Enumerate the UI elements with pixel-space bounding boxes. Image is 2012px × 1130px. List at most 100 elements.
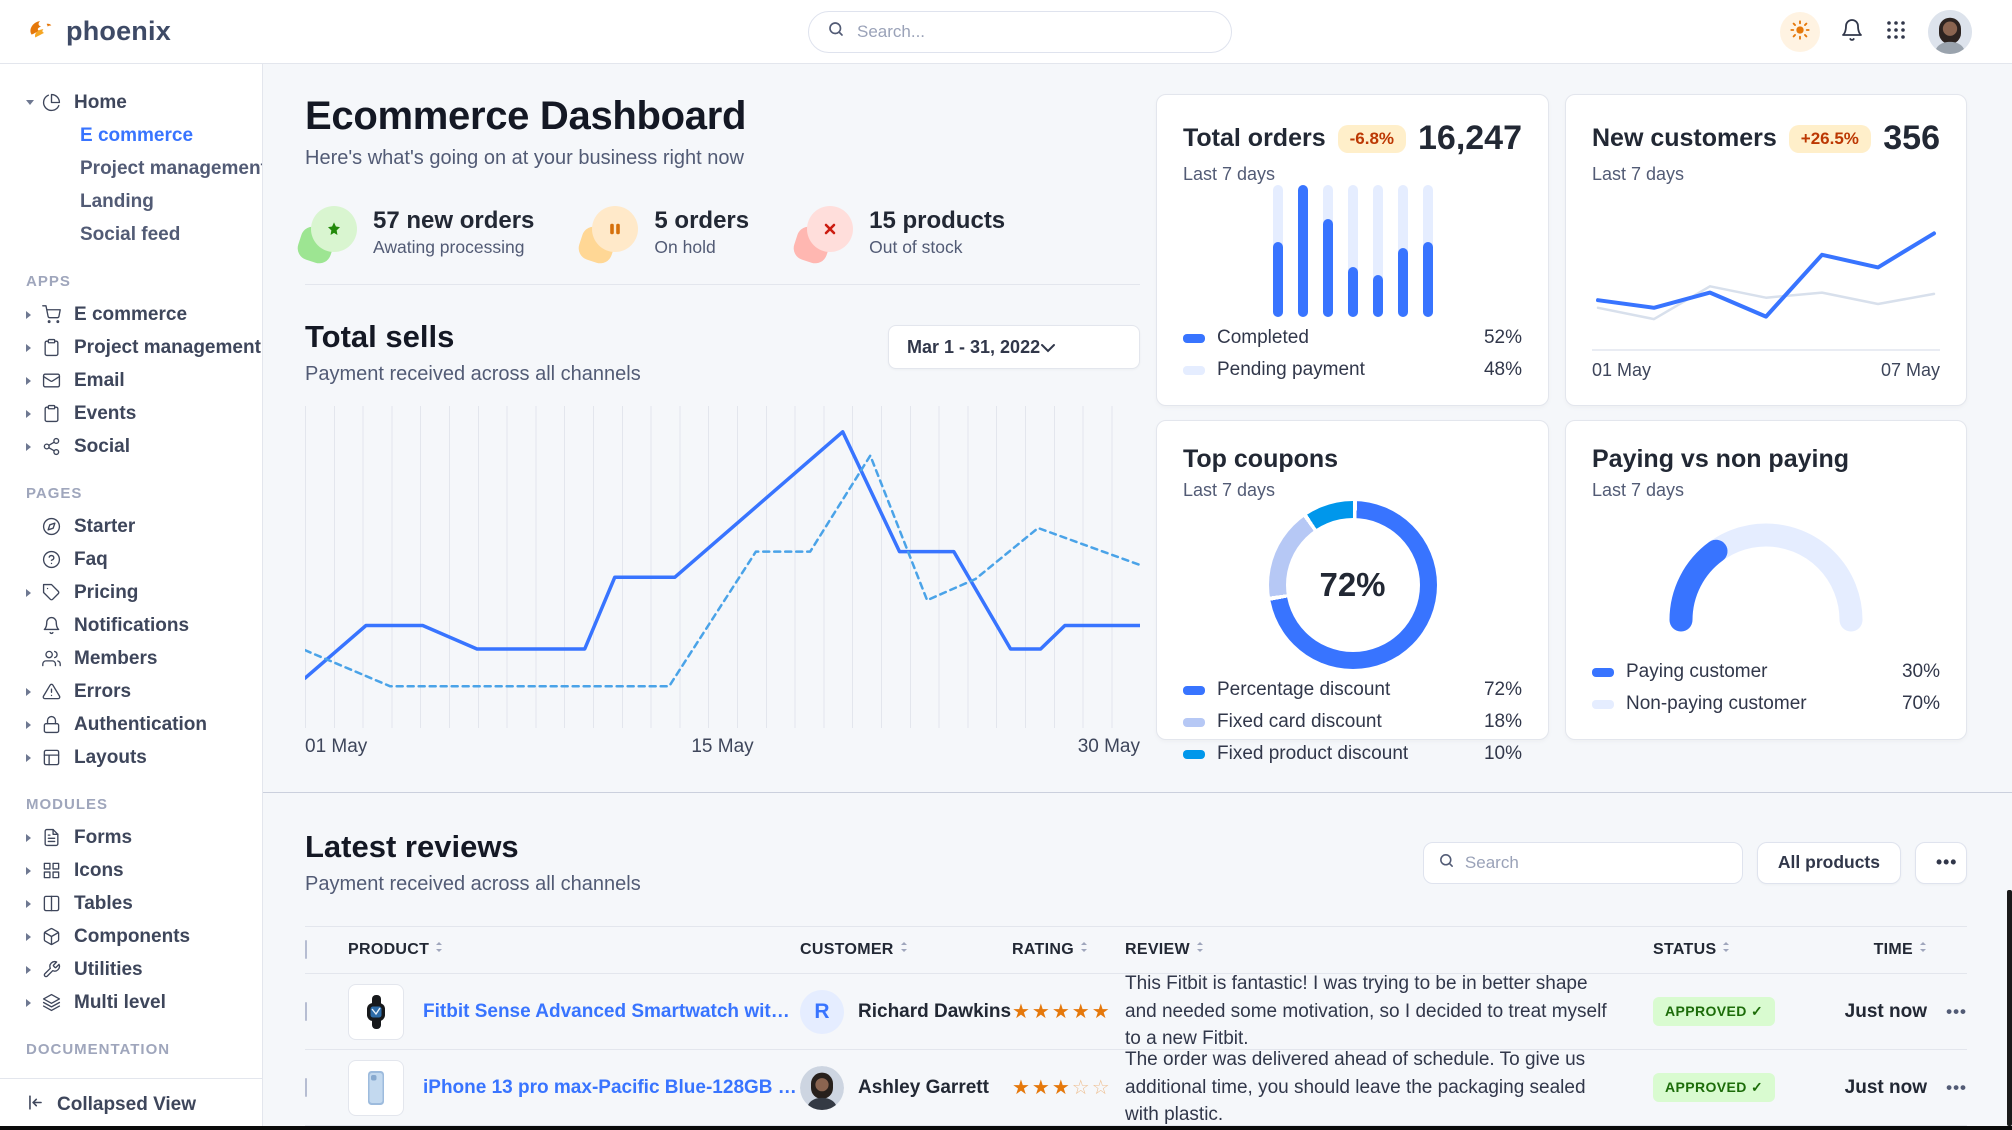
sidebar-item-label: Layouts bbox=[74, 746, 147, 768]
warning-icon bbox=[42, 682, 61, 701]
sidebar-subitem-social-feed[interactable]: Social feed bbox=[0, 218, 262, 251]
card-title: Paying vs non paying bbox=[1592, 445, 1849, 473]
legend-item: Fixed card discount 18% bbox=[1183, 711, 1522, 733]
sidebar-subitem-e-commerce[interactable]: E commerce bbox=[0, 119, 262, 152]
sidebar-subitem-landing[interactable]: Landing bbox=[0, 185, 262, 218]
product-link[interactable]: Fitbit Sense Advanced Smartwatch with To… bbox=[423, 1000, 800, 1022]
layout-icon bbox=[42, 748, 61, 767]
col-status[interactable]: STATUS bbox=[1653, 941, 1730, 958]
reviews-search[interactable] bbox=[1422, 841, 1743, 884]
row-menu-button[interactable]: ••• bbox=[1946, 1077, 1967, 1097]
trend-badge: -6.8% bbox=[1337, 124, 1407, 153]
sidebar-item-notifications[interactable]: Notifications bbox=[0, 609, 262, 642]
select-all-checkbox[interactable] bbox=[305, 940, 307, 959]
sidebar-item-social[interactable]: Social bbox=[0, 430, 262, 463]
row-checkbox[interactable] bbox=[305, 1001, 307, 1021]
reviews-more-button[interactable]: ••• bbox=[1915, 841, 1967, 884]
legend-item: Completed 52% bbox=[1183, 327, 1522, 349]
sidebar-item-e-commerce[interactable]: E commerce bbox=[0, 298, 262, 331]
row-menu-button[interactable]: ••• bbox=[1946, 1001, 1967, 1021]
caret-right-icon bbox=[26, 900, 36, 908]
product-thumbnail[interactable] bbox=[348, 1059, 404, 1116]
sidebar-item-events[interactable]: Events bbox=[0, 397, 262, 430]
sidebar-item-pricing[interactable]: Pricing bbox=[0, 576, 262, 609]
global-search[interactable] bbox=[808, 10, 1232, 53]
coupons-donut-chart: 72% bbox=[1268, 501, 1437, 669]
share-icon bbox=[42, 437, 61, 456]
sidebar-item-multi-level[interactable]: Multi level bbox=[0, 986, 262, 1019]
axis-tick: 07 May bbox=[1880, 360, 1940, 380]
legend-value: 52% bbox=[1483, 327, 1522, 348]
sidebar-item-label: Email bbox=[74, 369, 125, 391]
sidebar-item-faq[interactable]: Faq bbox=[0, 543, 262, 576]
card-subtitle: Last 7 days bbox=[1592, 480, 1685, 500]
caret-right-icon bbox=[26, 721, 36, 729]
brand-name: phoenix bbox=[66, 16, 171, 46]
trend-badge: +26.5% bbox=[1788, 124, 1871, 153]
tag-icon bbox=[42, 583, 61, 602]
user-avatar[interactable] bbox=[1928, 9, 1972, 54]
sidebar-item-authentication[interactable]: Authentication bbox=[0, 708, 262, 741]
legend-item: Paying customer 30% bbox=[1592, 661, 1940, 683]
product-link[interactable]: iPhone 13 pro max-Pacific Blue-128GB sto… bbox=[423, 1076, 800, 1098]
theme-toggle-button[interactable] bbox=[1780, 11, 1820, 52]
sidebar-item-utilities[interactable]: Utilities bbox=[0, 953, 262, 986]
clipboard-icon bbox=[42, 404, 61, 423]
sidebar-item-tables[interactable]: Tables bbox=[0, 887, 262, 920]
col-customer[interactable]: CUSTOMER bbox=[800, 941, 908, 959]
sidebar-item-components[interactable]: Components bbox=[0, 920, 262, 953]
apps-menu-button[interactable] bbox=[1884, 18, 1908, 45]
reviews-search-input[interactable] bbox=[1464, 852, 1728, 873]
mail-icon bbox=[42, 371, 61, 390]
date-range-select[interactable]: Mar 1 - 31, 2022 bbox=[888, 325, 1140, 369]
sidebar-item-layouts[interactable]: Layouts bbox=[0, 741, 262, 774]
search-input[interactable] bbox=[857, 21, 1213, 42]
sidebar-item-label: Notifications bbox=[74, 614, 190, 636]
sidebar-collapse-toggle[interactable]: Collapsed View bbox=[0, 1078, 262, 1130]
card-title: New customers bbox=[1592, 124, 1777, 152]
stats-row: 57 new orders Awating processing 5 order… bbox=[294, 206, 1140, 285]
stat-caption: Out of stock bbox=[869, 236, 963, 257]
caret-down-icon bbox=[26, 100, 36, 105]
main-content: Ecommerce Dashboard Here's what's going … bbox=[263, 64, 2012, 1130]
brand-logo[interactable]: phoenix bbox=[26, 14, 171, 49]
col-product[interactable]: PRODUCT bbox=[348, 941, 443, 959]
reviews-table: PRODUCT CUSTOMER RATING REVIEW STATUS TI… bbox=[305, 926, 1967, 1130]
col-review[interactable]: REVIEW bbox=[1125, 941, 1204, 958]
sidebar-item-starter[interactable]: Starter bbox=[0, 510, 262, 543]
bottom-bar bbox=[0, 1126, 2012, 1130]
sidebar-item-label: Icons bbox=[74, 859, 124, 881]
phoenix-logo-icon bbox=[26, 14, 56, 49]
sidebar-item-forms[interactable]: Forms bbox=[0, 821, 262, 854]
sidebar-item-project-management[interactable]: Project management bbox=[0, 331, 262, 364]
all-products-button[interactable]: All products bbox=[1756, 841, 1901, 884]
legend-item: Percentage discount 72% bbox=[1183, 679, 1522, 701]
sidebar-item-errors[interactable]: Errors bbox=[0, 675, 262, 708]
donut-center-value: 72% bbox=[1285, 518, 1420, 652]
legend-label: Paying customer bbox=[1626, 661, 1768, 682]
legend-swatch bbox=[1183, 685, 1205, 695]
lock-icon bbox=[42, 715, 61, 734]
scrollbar-thumb[interactable] bbox=[2007, 890, 2012, 1126]
sidebar-item-members[interactable]: Members bbox=[0, 642, 262, 675]
product-thumbnail[interactable] bbox=[348, 983, 404, 1040]
table-body: Fitbit Sense Advanced Smartwatch with To… bbox=[305, 973, 1967, 1130]
sidebar-item-label: Multi level bbox=[74, 991, 166, 1013]
customer-name: Ashley Garrett bbox=[858, 1076, 989, 1098]
sidebar-item-label: Authentication bbox=[74, 713, 207, 735]
sidebar-item-label: Home bbox=[74, 91, 127, 113]
sidebar-item-email[interactable]: Email bbox=[0, 364, 262, 397]
sidebar-subitem-project-management[interactable]: Project management bbox=[0, 152, 262, 185]
col-rating[interactable]: RATING bbox=[1012, 941, 1088, 958]
total-sells-subtitle: Payment received across all channels bbox=[305, 363, 641, 385]
caret-right-icon bbox=[26, 834, 36, 842]
col-time[interactable]: TIME bbox=[1874, 941, 1927, 958]
row-checkbox[interactable] bbox=[305, 1077, 307, 1097]
notifications-button[interactable] bbox=[1840, 18, 1864, 45]
sidebar-item-icons[interactable]: Icons bbox=[0, 854, 262, 887]
paying-gauge-chart bbox=[1669, 523, 1863, 632]
sidebar-item-home[interactable]: Home bbox=[0, 86, 262, 119]
card-subtitle: Last 7 days bbox=[1183, 164, 1276, 184]
stat-new-orders: 57 new orders Awating processing bbox=[294, 206, 534, 267]
search-icon bbox=[827, 20, 845, 43]
